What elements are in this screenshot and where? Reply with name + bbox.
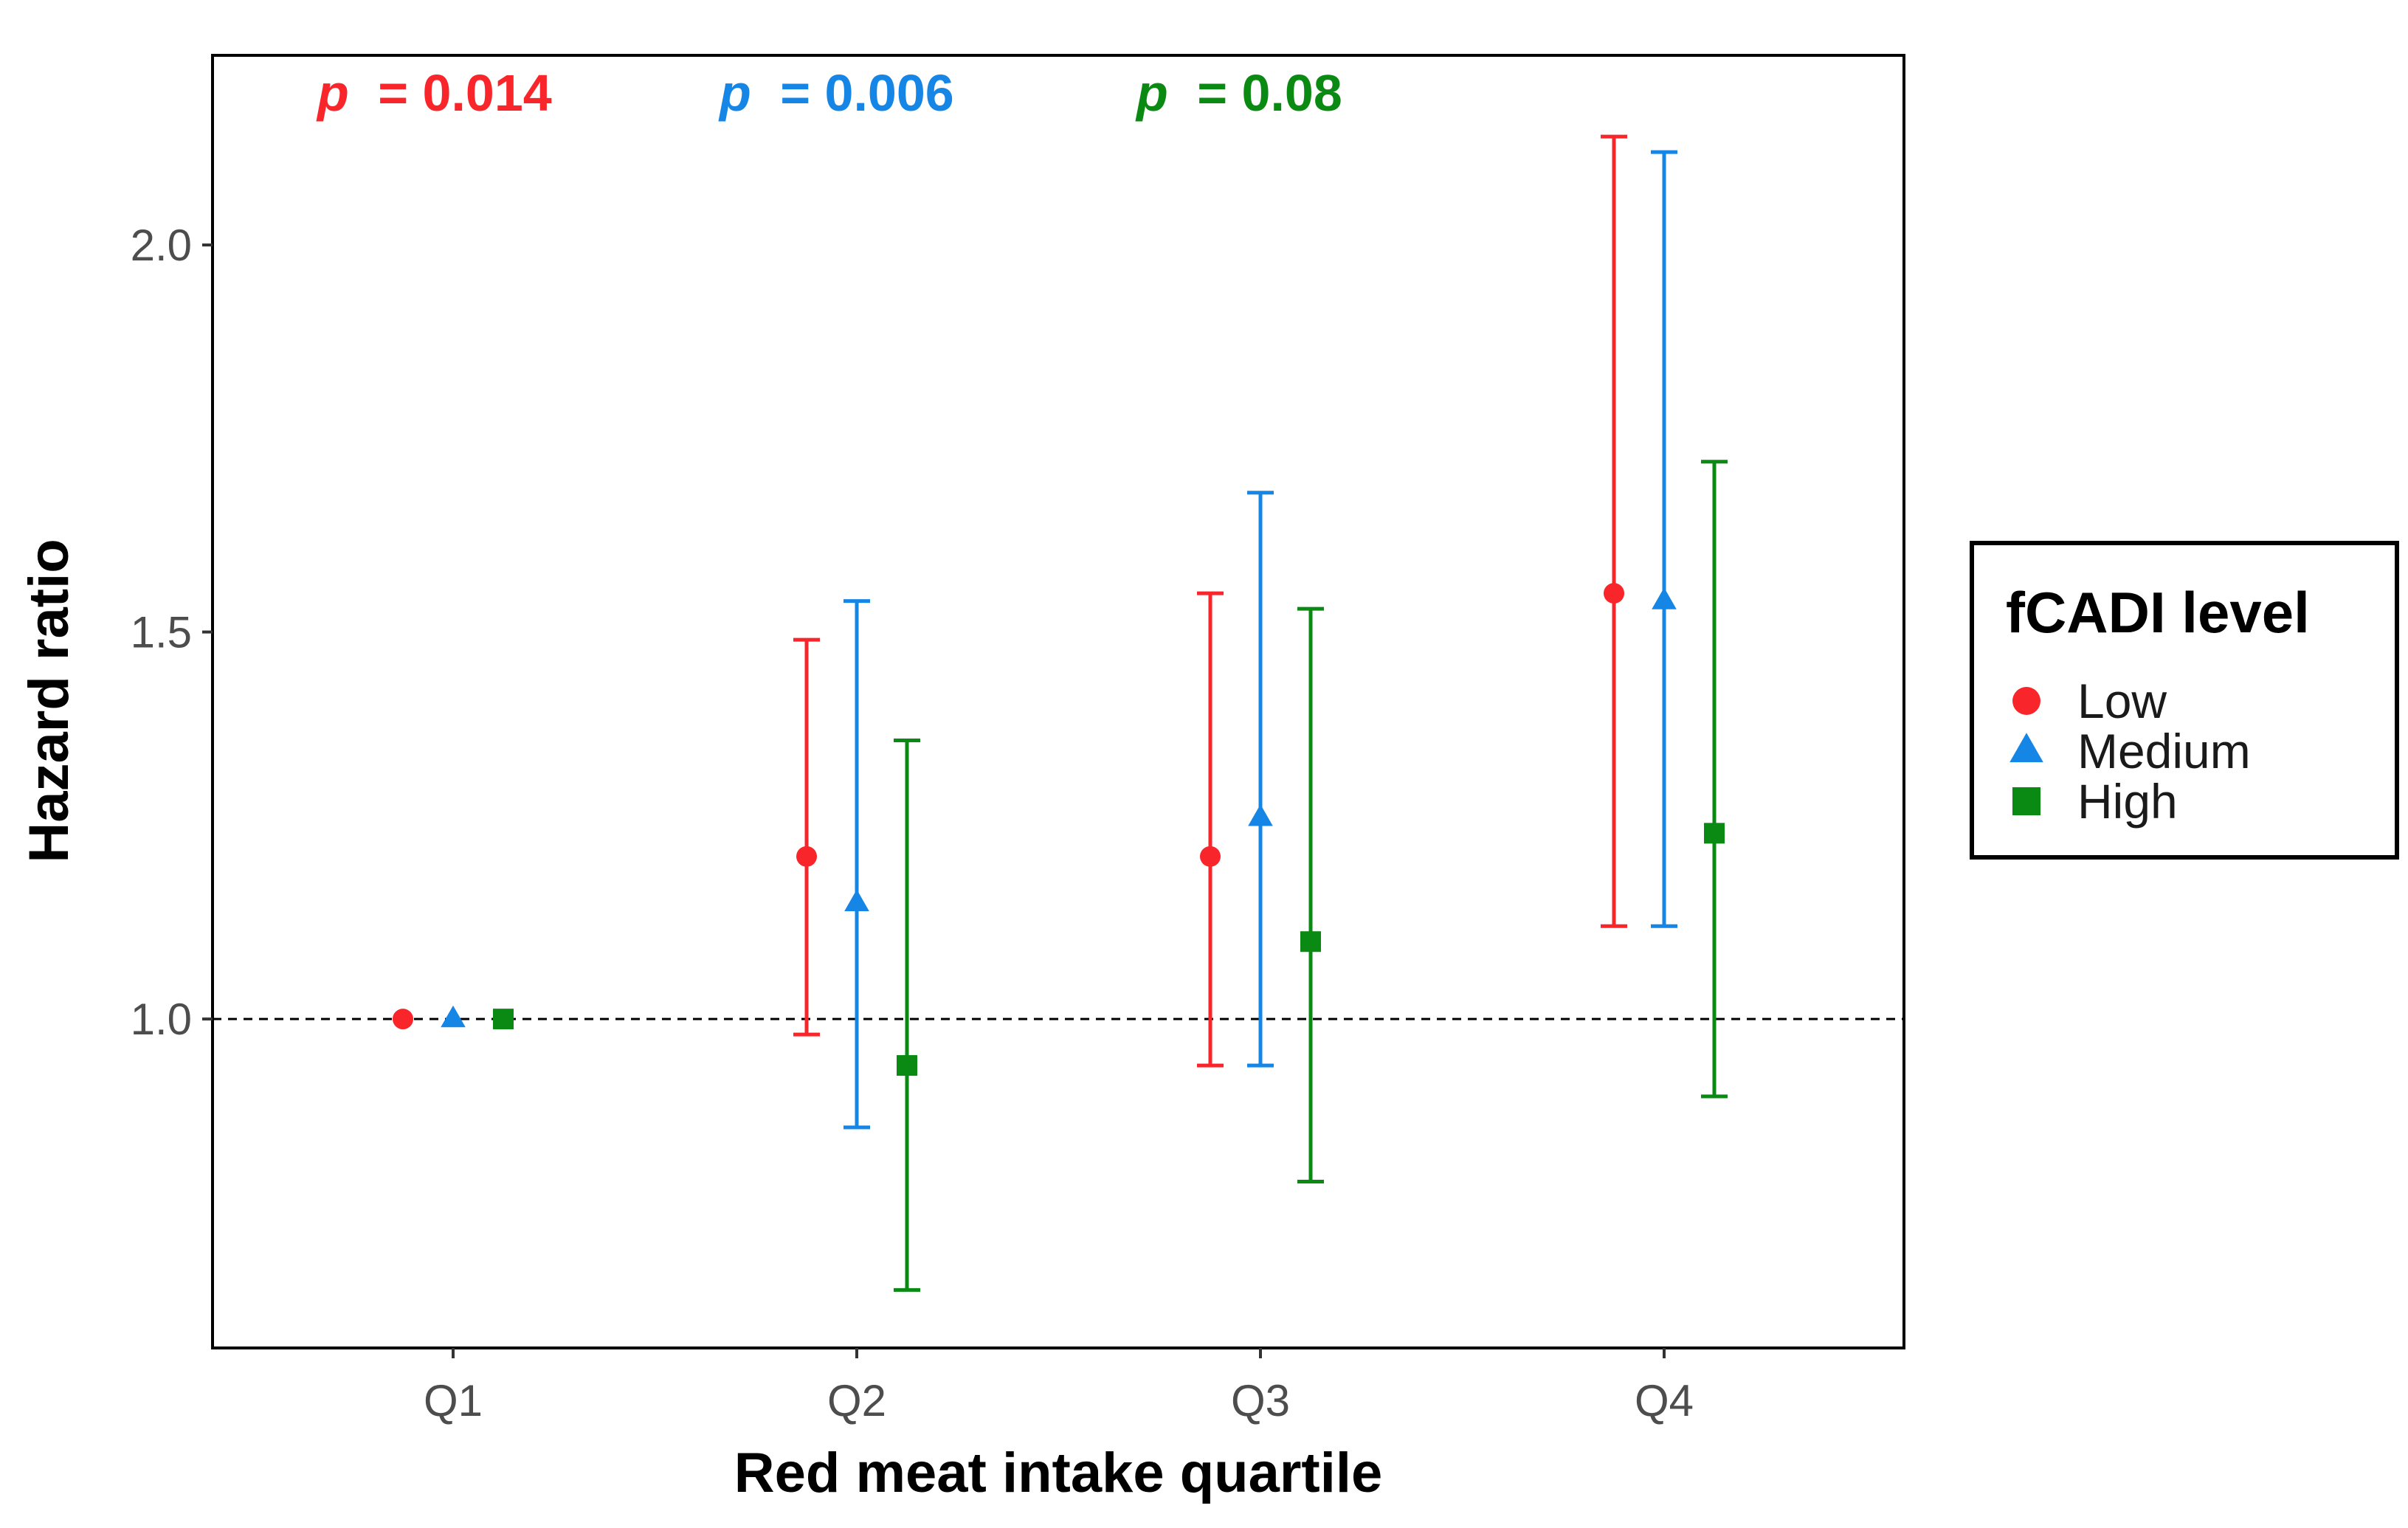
p-value-annotation-medium: p = 0.006 [718,64,954,122]
error-bar-medium [1247,491,1274,1068]
legend-title: fCADI level [2006,580,2310,645]
y-axis-ticks: 1.0 1.5 2.0 [131,221,213,1044]
error-bar-medium [1651,150,1677,928]
point-medium [844,889,869,911]
error-bar-low [1197,591,1224,1068]
data-marks [393,134,1728,1292]
p-symbol: p [718,64,751,122]
legend-label: Medium [2077,724,2251,778]
legend-item-medium: Medium [2009,724,2251,778]
error-bar-low [793,637,820,1037]
error-bar-high [1297,606,1324,1183]
point-low [1200,846,1221,867]
x-tick-label: Q4 [1635,1376,1694,1425]
legend-key-medium [2009,733,2043,763]
error-bar-high [1701,460,1728,1099]
x-tick-label: Q3 [1231,1376,1290,1425]
legend-label: Low [2077,674,2167,728]
y-tick-label: 1.0 [131,995,192,1044]
legend-label: High [2077,774,2178,829]
point-low [1604,583,1624,604]
point-high [1704,823,1725,844]
y-axis-title: Hazard ratio [18,539,80,862]
legend-item-low: Low [2012,674,2167,728]
point-low [796,846,817,867]
legend-key-high [2012,787,2040,815]
point-high [493,1009,514,1030]
point-high [1300,931,1321,953]
legend-key-low [2012,687,2040,715]
legend-item-high: High [2012,774,2178,829]
p-symbol: p [1135,64,1168,122]
plot-panel [211,54,1905,1349]
p-value-annotation-low: p = 0.014 [316,64,552,122]
y-tick-label: 1.5 [131,608,192,657]
point-high [897,1055,917,1076]
x-tick-label: Q2 [827,1376,886,1425]
point-medium [441,1005,466,1028]
x-tick-label: Q1 [424,1376,483,1425]
point-medium [1652,587,1677,609]
p-value-text: = 0.006 [780,64,954,122]
error-bar-medium [844,599,870,1130]
point-medium [1248,804,1273,826]
x-axis-title: Red meat intake quartile [734,1442,1383,1504]
x-axis-ticks: Q1 Q2 Q3 Q4 [424,1348,1694,1425]
p-value-text: = 0.08 [1197,64,1342,122]
error-bar-low [1601,134,1627,928]
point-low [393,1009,413,1030]
legend-box [1970,541,2399,860]
error-bar-high [894,738,920,1292]
p-value-annotation-high: p = 0.08 [1135,64,1342,122]
y-tick-label: 2.0 [131,221,192,270]
p-symbol: p [316,64,349,122]
p-value-text: = 0.014 [378,64,552,122]
